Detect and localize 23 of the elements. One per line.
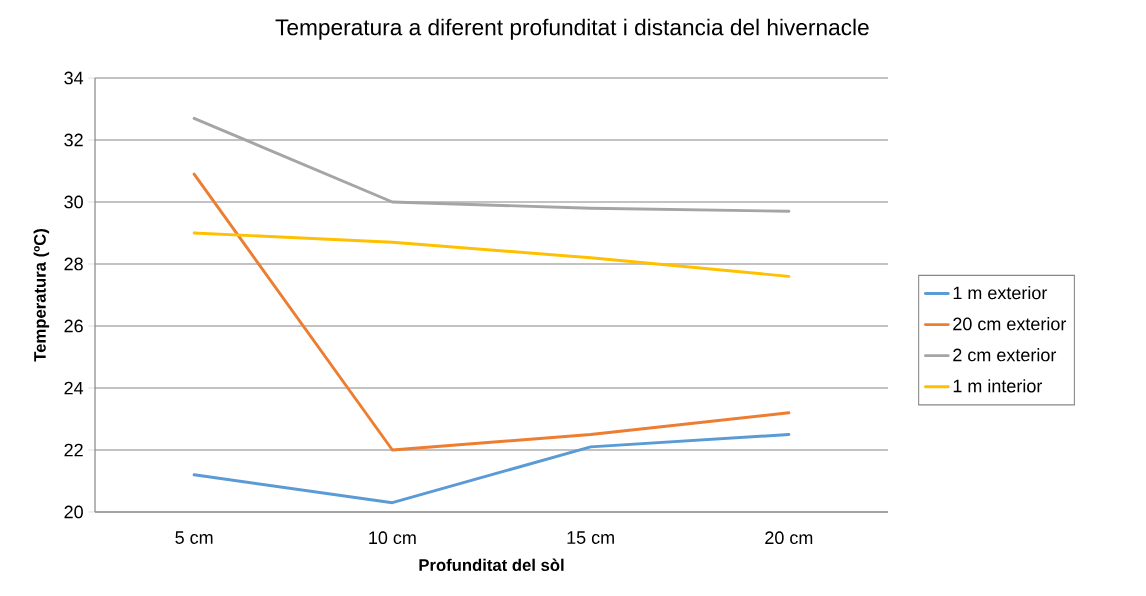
x-tick-label: 10 cm [369, 531, 416, 545]
legend-label: 20 cm exterior [953, 317, 1067, 331]
y-tick-label: 22 [64, 443, 83, 457]
line-series [192, 172, 791, 452]
y-tick-label: 30 [64, 195, 83, 209]
chart-title: Temperatura a diferent profunditat i distancia del hivernacle [275, 18, 869, 40]
y-tick-label: 28 [64, 257, 83, 271]
legend-label: 1 m interior [953, 379, 1043, 393]
line-series [192, 116, 791, 213]
y-tick-label: 32 [64, 133, 83, 147]
x-tick-label: 15 cm [567, 531, 614, 544]
y-tick-label: 26 [64, 319, 83, 333]
x-axis-title: Profunditat del sòl [419, 558, 564, 571]
x-tick-label: 5 cm [175, 531, 213, 544]
x-tick-label: 20 cm [765, 531, 813, 545]
y-axis-title: Temperatura (ºC) [33, 229, 50, 362]
line-series [192, 433, 791, 505]
legend-label: 2 cm exterior [953, 348, 1057, 362]
y-tick-label: 34 [64, 71, 84, 85]
line-series [192, 231, 791, 278]
legend-label: 1 m exterior [953, 286, 1048, 300]
y-tick-label: 20 [64, 505, 83, 519]
y-tick-label: 24 [64, 381, 84, 395]
